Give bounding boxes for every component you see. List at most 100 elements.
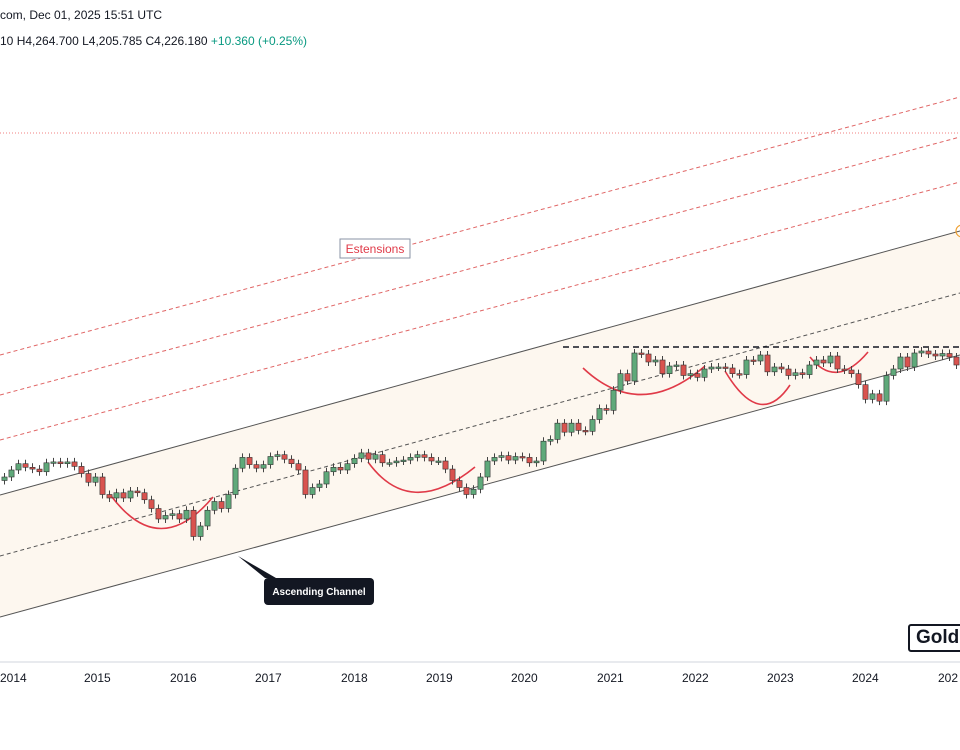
candle[interactable] (561, 419, 568, 437)
candle[interactable] (596, 404, 603, 424)
candle[interactable] (281, 450, 288, 464)
pattern-arc-4[interactable] (724, 370, 791, 406)
candle[interactable] (141, 488, 148, 504)
candle[interactable] (694, 369, 701, 382)
candle[interactable] (407, 453, 414, 465)
candle[interactable] (848, 366, 855, 378)
channel-upper-line[interactable] (0, 230, 960, 496)
candle[interactable] (225, 490, 232, 513)
candle[interactable] (617, 369, 624, 395)
candle[interactable] (673, 361, 680, 370)
candle[interactable] (435, 457, 442, 465)
candle[interactable] (400, 456, 407, 465)
candle[interactable] (610, 386, 617, 415)
candle[interactable] (939, 349, 946, 361)
candle[interactable] (309, 483, 316, 499)
candle[interactable] (785, 365, 792, 380)
candle[interactable] (344, 459, 351, 474)
candle[interactable] (127, 487, 134, 502)
extension-line-2[interactable] (0, 136, 960, 396)
candle[interactable] (638, 349, 645, 358)
candle[interactable] (113, 488, 120, 502)
candle[interactable] (631, 349, 638, 385)
candle[interactable] (386, 458, 393, 467)
candle[interactable] (820, 356, 827, 367)
candle[interactable] (29, 463, 36, 474)
candle[interactable] (799, 368, 806, 379)
candle[interactable] (267, 452, 274, 469)
candle[interactable] (477, 473, 484, 494)
candle[interactable] (946, 349, 953, 362)
candle[interactable] (463, 483, 470, 499)
candle[interactable] (176, 509, 183, 523)
candle[interactable] (876, 389, 883, 406)
candle[interactable] (211, 497, 218, 515)
candle[interactable] (841, 365, 848, 374)
candle[interactable] (855, 369, 862, 389)
candle[interactable] (393, 457, 400, 467)
candle[interactable] (813, 356, 820, 369)
candle[interactable] (491, 453, 498, 465)
candle[interactable] (918, 347, 925, 357)
candle[interactable] (645, 350, 652, 366)
candle[interactable] (155, 504, 162, 524)
candle[interactable] (953, 353, 960, 369)
candle[interactable] (512, 452, 519, 465)
candle[interactable] (134, 487, 141, 497)
candle[interactable] (449, 465, 456, 485)
candle[interactable] (379, 450, 386, 467)
candle[interactable] (302, 466, 309, 499)
candle[interactable] (750, 356, 757, 365)
candle[interactable] (260, 460, 267, 473)
candle[interactable] (428, 453, 435, 465)
pattern-arc-1[interactable] (111, 496, 214, 530)
candle[interactable] (589, 415, 596, 436)
candle[interactable] (358, 448, 365, 463)
candle[interactable] (540, 437, 547, 465)
candle[interactable] (239, 453, 246, 473)
candle[interactable] (722, 363, 729, 372)
candle[interactable] (736, 369, 743, 379)
candle[interactable] (505, 451, 512, 465)
candle[interactable] (792, 368, 799, 380)
candle[interactable] (533, 457, 540, 467)
candle[interactable] (659, 356, 666, 378)
candle[interactable] (365, 448, 372, 464)
candle[interactable] (78, 462, 85, 478)
candle[interactable] (834, 352, 841, 373)
candle[interactable] (904, 353, 911, 371)
candle[interactable] (148, 495, 155, 513)
candle[interactable] (652, 356, 659, 366)
candle[interactable] (708, 363, 715, 373)
candle[interactable] (64, 457, 71, 468)
candle[interactable] (484, 457, 491, 481)
candle[interactable] (295, 459, 302, 474)
candle[interactable] (421, 450, 428, 462)
candle[interactable] (778, 363, 785, 373)
candle[interactable] (85, 469, 92, 487)
candle[interactable] (932, 350, 939, 360)
candle[interactable] (715, 363, 722, 371)
candle[interactable] (99, 473, 106, 499)
candle[interactable] (15, 459, 22, 474)
candle[interactable] (218, 497, 225, 513)
candle[interactable] (827, 352, 834, 367)
candle[interactable] (568, 419, 575, 437)
candle[interactable] (22, 459, 29, 472)
candle[interactable] (687, 369, 694, 380)
candle[interactable] (8, 466, 15, 481)
candle[interactable] (890, 365, 897, 380)
candle[interactable] (547, 435, 554, 446)
candle[interactable] (414, 450, 421, 462)
candle[interactable] (274, 450, 281, 461)
candle[interactable] (323, 467, 330, 488)
candle[interactable] (757, 351, 764, 365)
candle[interactable] (204, 506, 211, 530)
candle[interactable] (442, 457, 449, 474)
candle[interactable] (911, 349, 918, 371)
candle[interactable] (603, 404, 610, 415)
candle[interactable] (743, 356, 750, 379)
candle[interactable] (232, 464, 239, 499)
extension-line-3[interactable] (0, 181, 960, 441)
